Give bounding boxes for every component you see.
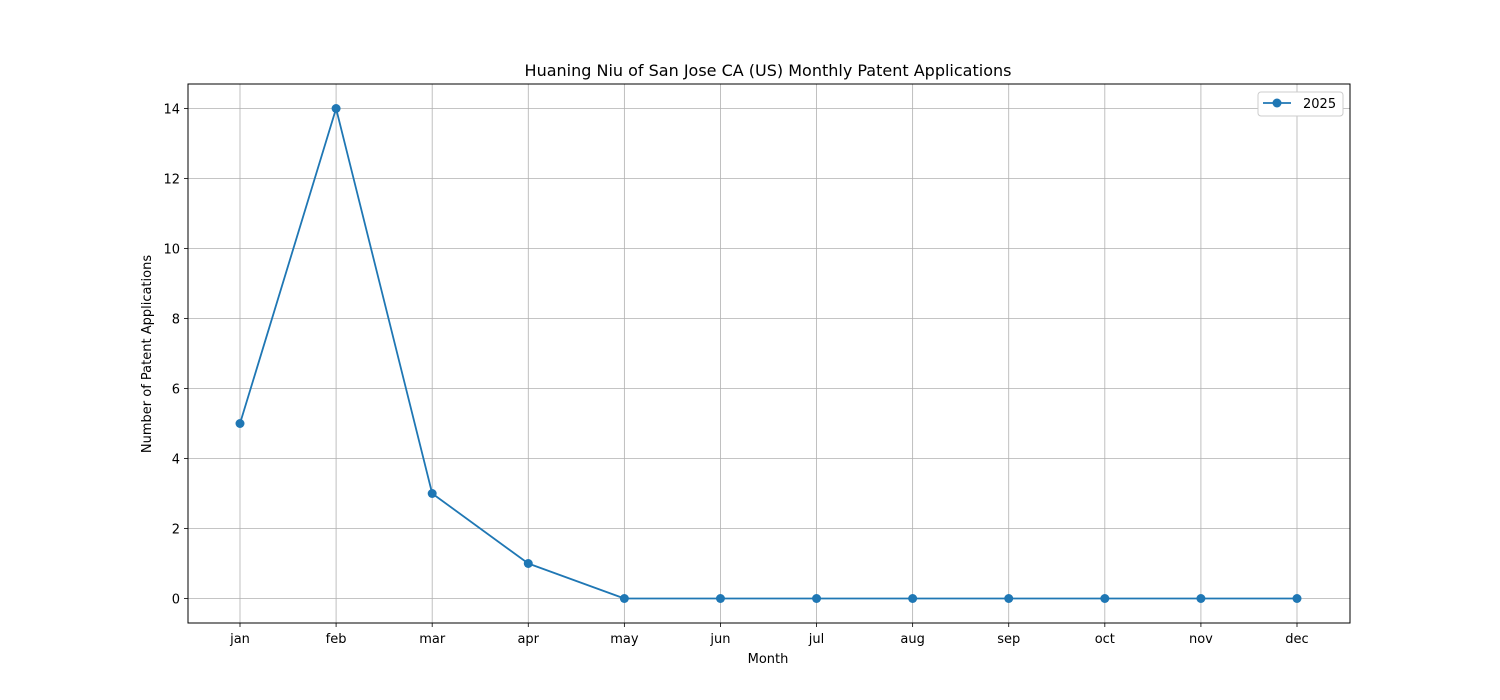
- y-tick-label: 4: [172, 453, 180, 468]
- x-tick-label: oct: [1095, 632, 1115, 647]
- x-tick-label: dec: [1285, 632, 1308, 647]
- x-tick-label: mar: [419, 632, 446, 647]
- data-point-jan: [236, 419, 245, 428]
- y-tick-label: 14: [163, 103, 180, 118]
- y-tick-label: 2: [172, 523, 180, 538]
- y-tick-label: 0: [172, 593, 180, 608]
- chart-title: Huaning Niu of San Jose CA (US) Monthly …: [525, 61, 1012, 80]
- x-tick-label: jul: [808, 632, 824, 647]
- x-tick-label: jun: [709, 632, 730, 647]
- data-point-mar: [428, 489, 437, 498]
- data-point-may: [620, 594, 629, 603]
- data-point-oct: [1100, 594, 1109, 603]
- legend-entry-2025: 2025: [1303, 97, 1336, 112]
- y-axis-label: Number of Patent Applications: [140, 255, 155, 453]
- y-tick-label: 6: [172, 383, 180, 398]
- y-tick-label: 10: [163, 243, 180, 258]
- data-point-feb: [332, 104, 341, 113]
- data-point-sep: [1004, 594, 1013, 603]
- data-point-apr: [524, 559, 533, 568]
- x-tick-label: jan: [229, 632, 250, 647]
- data-point-jul: [812, 594, 821, 603]
- legend-marker: [1273, 99, 1282, 108]
- x-tick-label: feb: [326, 632, 347, 647]
- y-tick-label: 12: [163, 173, 180, 188]
- x-tick-label: nov: [1189, 632, 1213, 647]
- x-tick-label: aug: [900, 632, 924, 647]
- x-tick-label: apr: [517, 632, 539, 647]
- data-point-aug: [908, 594, 917, 603]
- x-tick-label: sep: [997, 632, 1020, 647]
- data-point-nov: [1196, 594, 1205, 603]
- data-point-jun: [716, 594, 725, 603]
- y-tick-label: 8: [172, 313, 180, 328]
- legend: 2025: [1258, 92, 1343, 116]
- data-point-dec: [1293, 594, 1302, 603]
- x-axis-label: Month: [748, 652, 789, 667]
- x-tick-label: may: [610, 632, 639, 647]
